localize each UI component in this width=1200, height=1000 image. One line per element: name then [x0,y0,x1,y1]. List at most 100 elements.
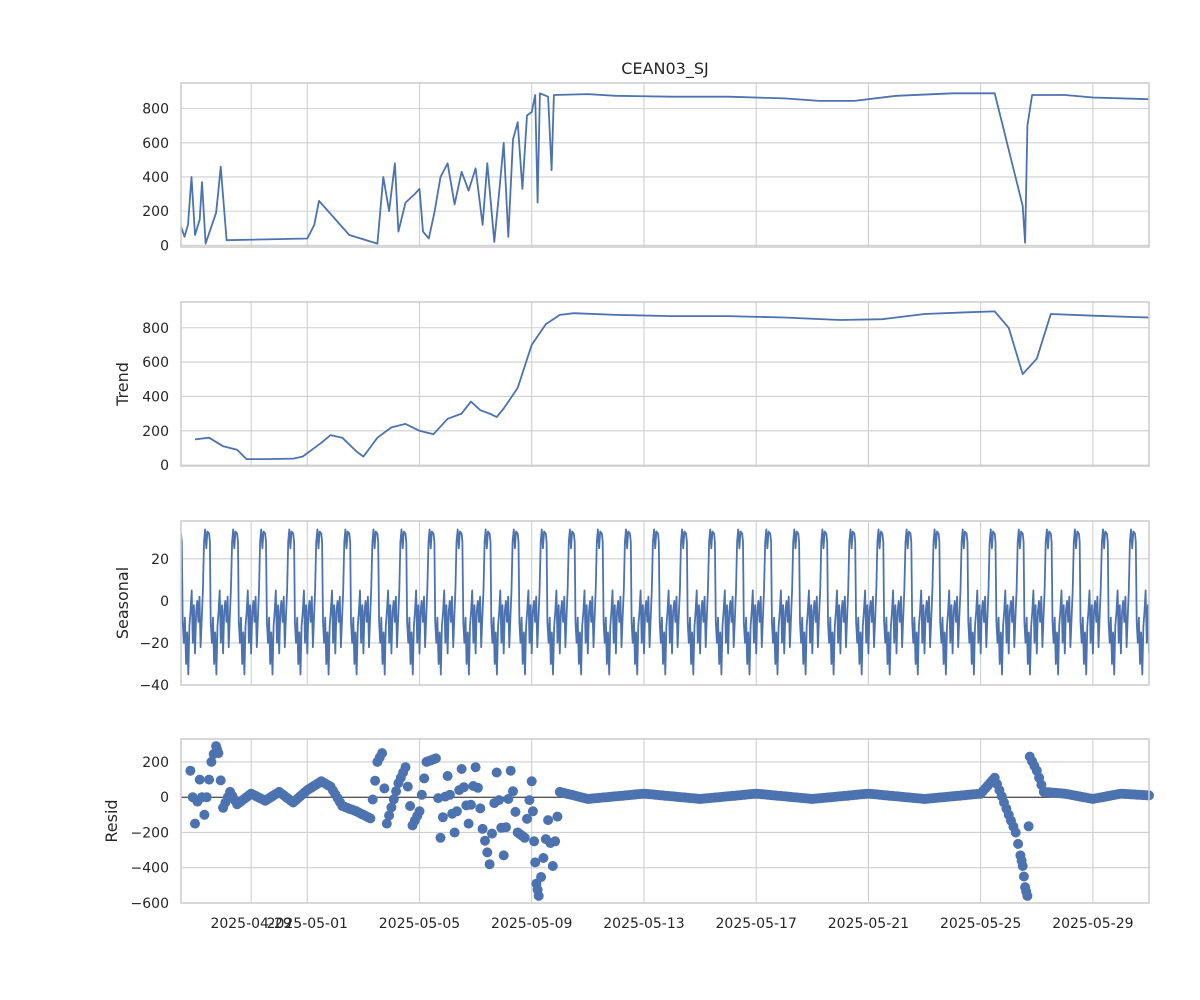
resid-point [437,812,448,823]
resid-point [381,818,392,829]
resid-point [536,872,547,882]
y-tick-label: 800 [142,102,169,118]
series-line [181,92,1149,245]
resid-point [414,806,425,817]
resid-point [400,762,411,773]
resid-point [201,792,212,803]
resid-point [215,775,226,786]
resid-point [472,782,483,793]
resid-point [470,762,481,773]
y-tick-label: 0 [160,790,169,806]
resid-point [487,828,497,839]
resid-point [379,783,390,794]
resid-point [482,847,493,858]
x-tick-label: 2025-04-29 [210,916,291,932]
resid-point [475,803,486,814]
y-axis-title: Resid [102,799,121,842]
resid-point [384,810,395,821]
x-tick-label: 2025-05-21 [828,916,909,932]
resid-point [530,857,541,868]
resid-point [458,782,469,793]
y-tick-label: −400 [131,861,169,877]
y-tick-label: 0 [160,458,169,474]
resid-point [510,806,521,817]
resid-point [533,890,544,901]
x-tick-label: 2025-05-01 [267,916,348,932]
resid-point [1013,838,1024,849]
y-tick-label: −40 [139,678,169,694]
x-tick-label: 2025-05-17 [716,916,797,932]
resid-point [1023,821,1034,832]
y-tick-label: 20 [151,552,169,568]
resid-point [213,748,224,759]
resid-point [1022,890,1033,901]
resid-point [508,786,518,797]
observed-panel: 0 200 400 600 800 CEAN03_SJ [142,59,1150,254]
y-tick-label: −600 [131,896,169,912]
chart-title: CEAN03_SJ [621,59,708,79]
resid-point [543,815,554,826]
seasonal-line [181,528,1149,676]
resid-point [501,822,511,833]
y-tick-label: 0 [160,594,169,610]
resid-point [1018,871,1029,882]
y-tick-label: 400 [142,389,169,405]
resid-point [491,767,502,778]
resid-point [386,802,397,813]
resid-point [388,794,399,805]
resid-point [416,789,427,800]
y-tick-label: 200 [142,424,169,440]
resid-point [419,773,430,784]
resid-point [538,853,549,863]
resid-point [1017,861,1028,871]
axes-frame [180,520,1150,686]
seasonal-panel: −40 −20 0 20 Seasonal [113,520,1150,694]
y-tick-label: 0 [160,238,169,254]
y-tick-label: 600 [142,136,169,152]
resid-point [402,781,413,792]
x-tick-label: 2025-05-13 [603,916,684,932]
axes-frame [180,82,1150,248]
resid-point [526,776,537,787]
resid-point [442,771,453,781]
resid-point [494,795,504,806]
resid-point [484,859,495,870]
resid-point [204,774,215,785]
resid-point [206,756,217,767]
y-axis-title: Trend [113,362,132,407]
resid-point [498,850,509,861]
resid-point [519,832,530,843]
y-tick-label: −200 [131,825,169,841]
resid-point [430,753,441,764]
resid-point [185,765,196,776]
resid-point [194,774,205,785]
resid-point [199,809,210,820]
resid-point [527,806,538,817]
resid-point [449,827,460,838]
y-tick-label: 800 [142,321,169,337]
resid-point [370,775,381,786]
resid-point [463,818,474,829]
resid-point [524,795,535,806]
resid-point [456,764,467,774]
x-tick-label: 2025-05-25 [940,916,1021,932]
y-tick-label: 200 [142,204,169,220]
resid-point [377,748,388,759]
resid-point [451,806,462,817]
x-tick-label: 2025-05-09 [491,916,572,932]
trend-panel: 0 200 400 600 800 Trend [113,301,1150,474]
resid-point [190,818,200,829]
y-tick-label: 400 [142,170,169,186]
y-tick-label: −20 [139,636,169,652]
resid-point [529,836,540,847]
y-axis-title: Seasonal [113,567,132,639]
resid-point [405,801,416,811]
resid-point [444,789,455,800]
resid-point [367,794,378,805]
y-tick-label: 600 [142,355,169,371]
axes-frame [180,301,1150,467]
x-tick-label: 2025-05-29 [1052,916,1133,932]
resid-point [547,861,558,871]
